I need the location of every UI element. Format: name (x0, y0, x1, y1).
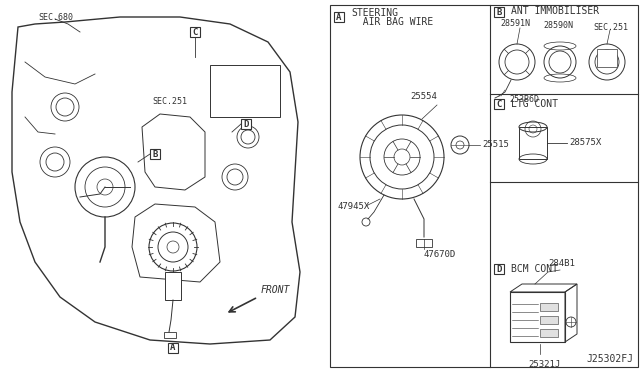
FancyBboxPatch shape (334, 12, 344, 22)
Text: 25515: 25515 (482, 140, 509, 148)
Text: A: A (170, 343, 176, 353)
Text: D: D (496, 264, 502, 273)
Text: LTG CONT: LTG CONT (511, 99, 558, 109)
Bar (597, 49, 617, 67)
Bar (165, 272, 181, 300)
Text: SEC.680: SEC.680 (38, 13, 73, 22)
Text: J25302FJ: J25302FJ (586, 354, 633, 364)
Text: FRONT: FRONT (261, 285, 291, 295)
Bar (510, 292, 565, 342)
Bar (164, 332, 176, 338)
FancyBboxPatch shape (494, 7, 504, 17)
Bar (519, 127, 547, 159)
Text: 28575X: 28575X (569, 138, 601, 147)
Text: 28591N: 28591N (500, 19, 530, 28)
Text: 284B1: 284B1 (548, 259, 575, 268)
Text: 28590N: 28590N (543, 21, 573, 30)
FancyBboxPatch shape (241, 119, 251, 129)
Bar (540, 316, 558, 324)
Bar (540, 303, 558, 311)
Text: B: B (152, 150, 157, 158)
Bar (330, 5, 638, 367)
Text: B: B (496, 7, 502, 16)
Text: C: C (496, 99, 502, 109)
Text: C: C (192, 28, 198, 36)
Text: A: A (336, 13, 342, 22)
FancyBboxPatch shape (494, 99, 504, 109)
FancyBboxPatch shape (150, 149, 160, 159)
Text: BCM CONT: BCM CONT (511, 264, 558, 274)
Bar (540, 329, 558, 337)
Text: SEC.251: SEC.251 (152, 97, 187, 106)
Text: 25554: 25554 (411, 92, 437, 101)
FancyBboxPatch shape (168, 343, 178, 353)
Text: STEERING: STEERING (351, 8, 398, 18)
Text: 25321J: 25321J (528, 360, 560, 369)
Text: ANT IMMOBILISER: ANT IMMOBILISER (511, 6, 599, 16)
Text: 47945X: 47945X (338, 202, 371, 211)
FancyBboxPatch shape (494, 264, 504, 274)
Text: AIR BAG WIRE: AIR BAG WIRE (351, 17, 433, 27)
FancyBboxPatch shape (190, 27, 200, 37)
Bar (210, 65, 280, 117)
Text: 253B6D: 253B6D (509, 95, 539, 104)
Text: 47670D: 47670D (424, 250, 456, 259)
Bar (416, 239, 432, 247)
Text: D: D (243, 119, 249, 128)
Text: SEC.251: SEC.251 (593, 23, 628, 32)
